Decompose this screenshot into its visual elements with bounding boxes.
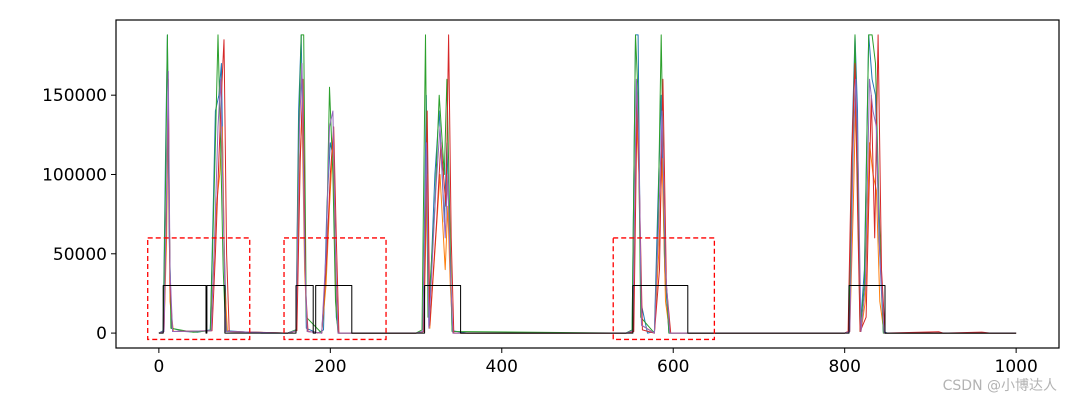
series-line-5 <box>158 63 1017 334</box>
watermark: CSDN @小博达人 <box>942 378 1057 394</box>
series-line-3 <box>158 34 1017 334</box>
y-axis: 0 50000 100000 150000 <box>42 86 116 344</box>
y-tick-label: 150000 <box>42 86 107 106</box>
series-line-6 <box>158 285 1017 334</box>
y-tick-label: 100000 <box>42 165 107 185</box>
x-tick-label: 200 <box>314 357 346 377</box>
y-tick-label: 50000 <box>53 245 107 265</box>
highlight-box-layer <box>147 237 716 341</box>
plot-frame <box>115 19 1060 349</box>
series-line-4 <box>158 34 1017 334</box>
highlight-box-2 <box>283 237 387 341</box>
x-tick-label: 400 <box>486 357 518 377</box>
x-axis: 0 200 400 600 800 1000 <box>153 348 1038 377</box>
series-line-2 <box>158 78 1017 334</box>
x-tick-label: 800 <box>828 357 860 377</box>
series-layer <box>158 34 1017 334</box>
x-tick-label: 0 <box>153 357 164 377</box>
x-tick-label: 600 <box>657 357 689 377</box>
highlight-box-3 <box>612 237 716 341</box>
y-tick-label: 0 <box>96 324 107 344</box>
x-tick-label: 1000 <box>995 357 1038 377</box>
series-line-1 <box>158 34 1017 334</box>
highlight-box-1 <box>147 237 251 341</box>
